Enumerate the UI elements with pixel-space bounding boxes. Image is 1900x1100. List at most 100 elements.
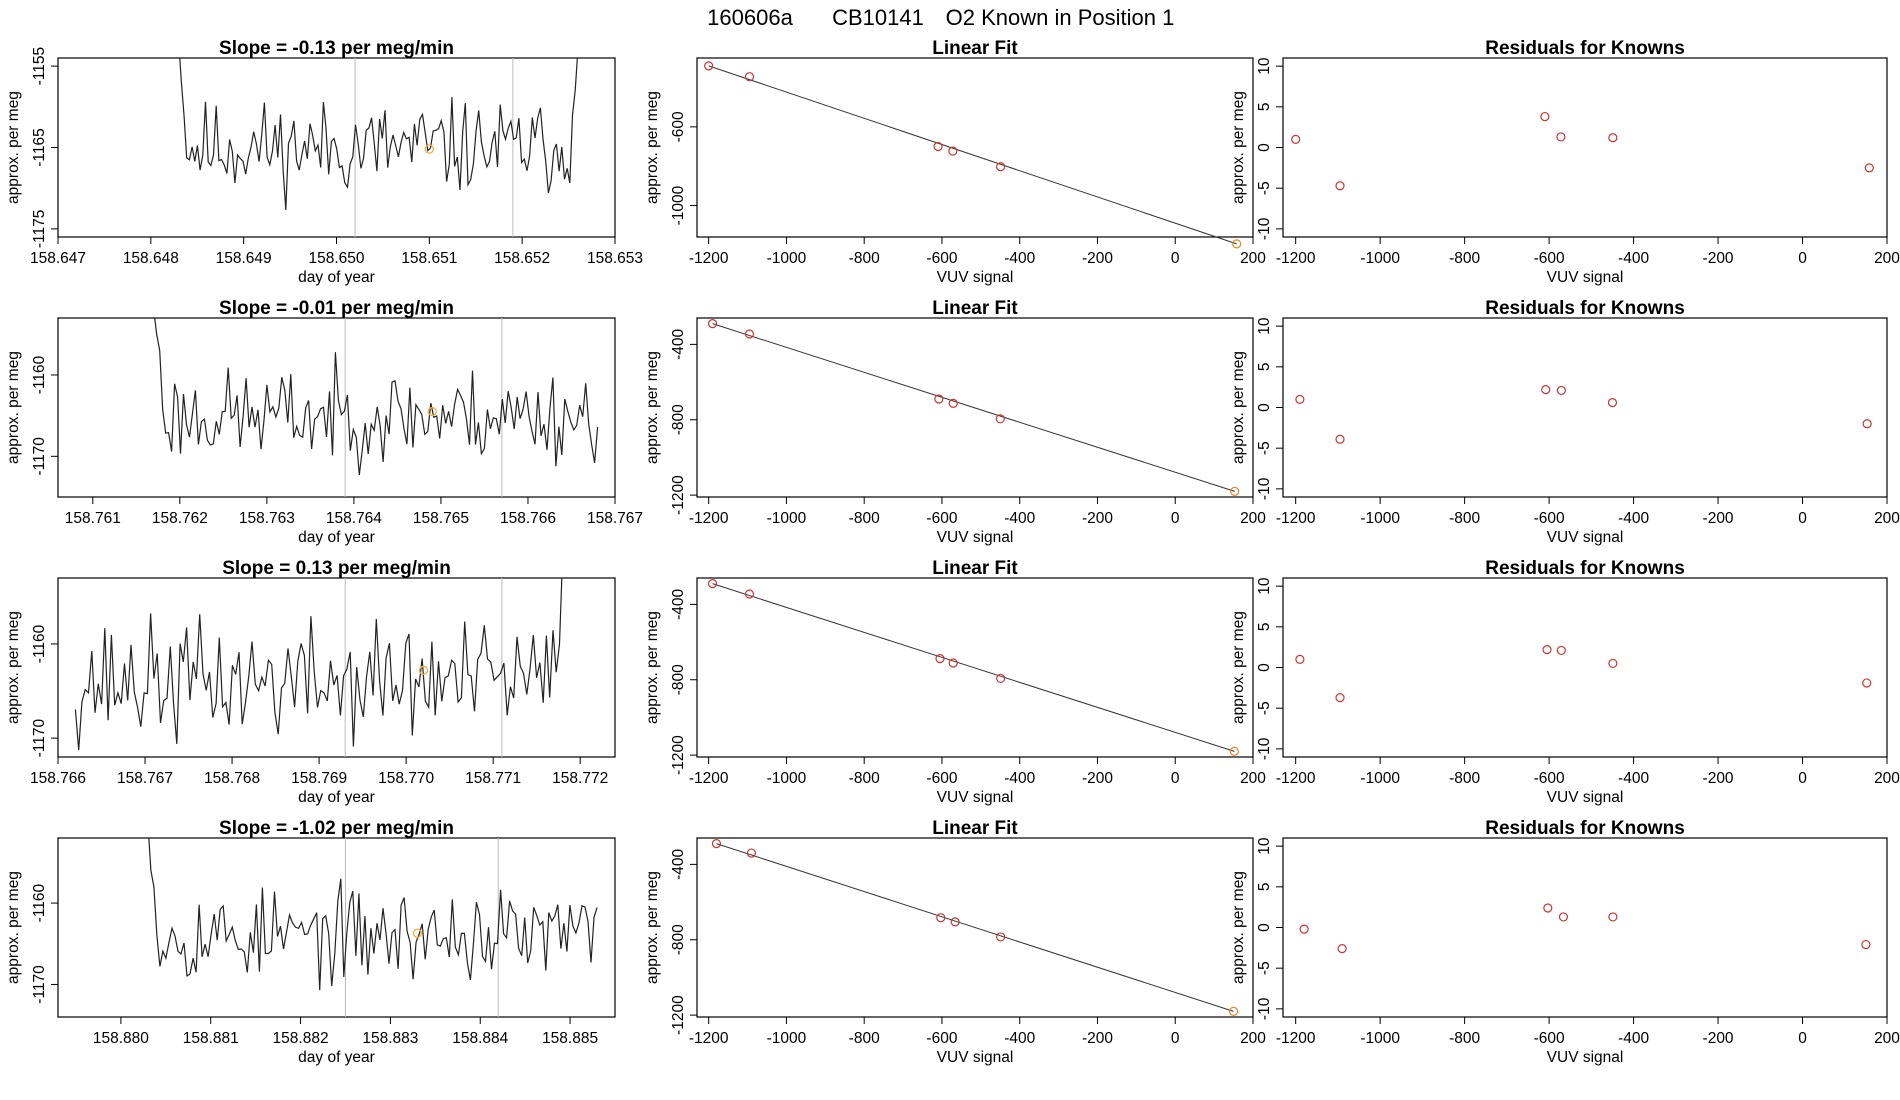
y-tick-label: 10 (1256, 57, 1273, 75)
x-tick-label: -1000 (767, 510, 807, 527)
data-point (704, 61, 714, 71)
data-point (1608, 133, 1618, 143)
y-tick-label: -1000 (670, 185, 687, 225)
x-tick-label: 0 (1171, 1030, 1180, 1047)
data-point (1607, 398, 1618, 408)
y-tick-label: -400 (670, 588, 687, 619)
y-axis-label: approx. per meg (644, 351, 661, 464)
x-tick-label: -200 (1703, 1030, 1734, 1047)
fit-line (716, 843, 1234, 1012)
x-tick-label: -1200 (689, 510, 729, 527)
data-point (950, 917, 960, 927)
x-tick-label: -1000 (1360, 770, 1400, 787)
plot-frame (696, 837, 1254, 1018)
x-tick-label: -200 (1703, 250, 1734, 267)
y-tick-label: -1170 (31, 965, 48, 1004)
data-point (1556, 132, 1566, 142)
y-tick-label: -1170 (31, 437, 48, 476)
x-tick-label: 0 (1798, 250, 1807, 267)
y-tick-label: -1175 (31, 210, 48, 249)
x-tick-label: -400 (1004, 510, 1035, 527)
figure-title-cylinder: CB10141 (832, 5, 924, 30)
y-tick-label: -1170 (31, 719, 48, 758)
data-point (1229, 746, 1239, 756)
fit-line (712, 323, 1235, 492)
plot-frame (696, 577, 1254, 758)
x-tick-label: -1000 (1360, 250, 1400, 267)
x-tick-label: 158.770 (378, 770, 434, 787)
data-point (933, 141, 943, 152)
y-axis-label: approx. per meg (644, 91, 661, 204)
chart-title: Linear Fit (932, 558, 1018, 579)
x-tick-label: -1000 (767, 1030, 807, 1047)
y-axis-label: approx. per meg (5, 611, 22, 724)
y-tick-label: -5 (1256, 701, 1273, 715)
x-axis-label: VUV signal (937, 269, 1014, 286)
data-point (1556, 645, 1566, 656)
x-tick-label: 158.766 (30, 770, 86, 787)
data-point (1295, 654, 1305, 664)
x-tick-label: 158.652 (494, 250, 550, 267)
x-tick-label: 0 (1798, 1030, 1807, 1047)
x-tick-label: 158.767 (587, 510, 643, 527)
y-tick-label: 10 (1256, 317, 1273, 335)
x-tick-label: -400 (1618, 250, 1649, 267)
y-tick-label: -10 (1256, 997, 1273, 1020)
chart-title: Linear Fit (932, 818, 1018, 839)
x-tick-label: -400 (1004, 770, 1035, 787)
x-tick-label: -600 (1534, 510, 1565, 527)
x-tick-label: -800 (1449, 250, 1480, 267)
x-tick-label: -1200 (1276, 510, 1316, 527)
x-tick-label: -600 (1534, 770, 1565, 787)
x-tick-label: -1200 (1276, 770, 1316, 787)
marker-point (418, 665, 429, 675)
x-tick-label: 158.763 (239, 510, 295, 527)
x-tick-label: -1200 (1276, 250, 1316, 267)
data-point (1228, 1006, 1239, 1016)
x-tick-label: 0 (1171, 250, 1180, 267)
data-point (934, 394, 944, 404)
x-tick-label: 158.771 (465, 770, 521, 787)
x-tick-label: -600 (926, 1030, 957, 1047)
x-tick-label: -800 (849, 770, 880, 787)
y-tick-label: 5 (1256, 103, 1273, 112)
y-axis-label: approx. per meg (1230, 91, 1247, 204)
x-tick-label: -1200 (689, 1030, 729, 1047)
x-tick-label: 0 (1171, 770, 1180, 787)
x-tick-label: 200 (1874, 250, 1900, 267)
data-point (1299, 924, 1309, 934)
y-axis-label: approx. per meg (644, 871, 661, 984)
x-tick-label: -200 (1082, 250, 1113, 267)
data-point (746, 848, 757, 858)
data-point (707, 319, 718, 329)
y-tick-label: -1200 (670, 735, 687, 775)
y-tick-label: -800 (670, 664, 687, 695)
y-axis-label: approx. per meg (1230, 871, 1247, 984)
x-tick-label: -400 (1004, 250, 1035, 267)
chart-title: Linear Fit (932, 298, 1018, 319)
y-axis-label: approx. per meg (644, 611, 661, 724)
x-axis-label: VUV signal (1547, 529, 1624, 546)
y-tick-label: 5 (1256, 883, 1273, 892)
x-tick-label: 158.649 (216, 250, 272, 267)
x-axis-label: VUV signal (1547, 789, 1624, 806)
series-line (74, 578, 563, 750)
marker-point (412, 928, 423, 938)
x-tick-label: -400 (1618, 510, 1649, 527)
data-point (744, 329, 755, 339)
y-tick-label: -1200 (670, 475, 687, 515)
y-tick-label: -1160 (31, 624, 48, 663)
data-point (1861, 939, 1871, 950)
x-axis-label: day of year (298, 529, 375, 546)
x-tick-label: -400 (1618, 1030, 1649, 1047)
chart-title: Residuals for Knowns (1485, 818, 1685, 839)
marker-point (424, 144, 434, 154)
x-tick-label: 0 (1798, 770, 1807, 787)
x-tick-label: 158.762 (152, 510, 208, 527)
data-point (711, 839, 722, 849)
x-tick-label: -200 (1082, 770, 1113, 787)
x-tick-label: 158.884 (452, 1030, 508, 1047)
x-tick-label: 158.653 (587, 250, 643, 267)
plot-frame (1282, 577, 1888, 758)
figure-title-desc: O2 Known in Position 1 (946, 5, 1175, 30)
